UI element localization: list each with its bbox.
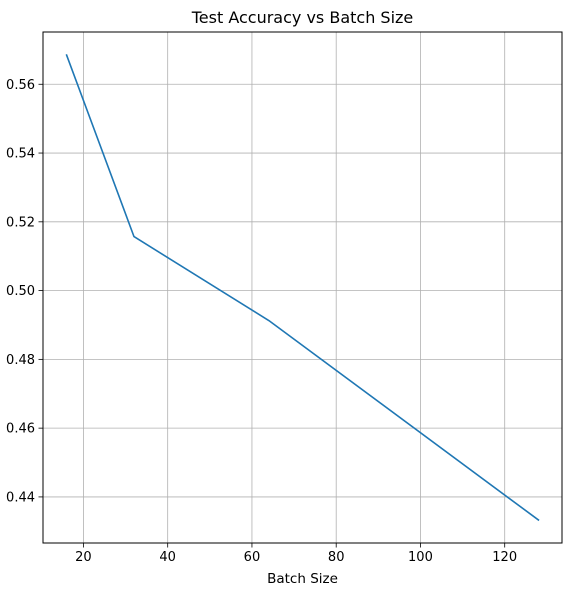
- x-tick-label: 80: [328, 550, 345, 565]
- x-tick-labels: 20 40 60 80 100 120: [75, 550, 517, 565]
- series-layer: [65, 54, 540, 522]
- x-tick-label: 40: [159, 550, 176, 565]
- x-tick-label: 60: [244, 550, 261, 565]
- x-axis-title: Batch Size: [267, 571, 338, 587]
- y-tick-label: 0.50: [6, 284, 35, 299]
- chart-title: Test Accuracy vs Batch Size: [191, 8, 414, 27]
- series-line: [65, 54, 540, 522]
- x-tick-label: 100: [408, 550, 433, 565]
- y-tick-label: 0.54: [6, 147, 35, 162]
- y-tick-label: 0.48: [6, 353, 35, 368]
- y-tick-label: 0.52: [6, 215, 35, 230]
- x-tick-label: 20: [75, 550, 92, 565]
- x-tick-label: 120: [492, 550, 517, 565]
- y-tick-labels: 0.44 0.46 0.48 0.50 0.52 0.54 0.56: [6, 78, 35, 506]
- tick-marks: [38, 83, 506, 548]
- y-tick-label: 0.44: [6, 490, 35, 505]
- grid-lines: [43, 32, 562, 543]
- y-tick-label: 0.46: [6, 422, 35, 437]
- plot-frame: [42, 31, 563, 544]
- y-tick-label: 0.56: [6, 78, 35, 93]
